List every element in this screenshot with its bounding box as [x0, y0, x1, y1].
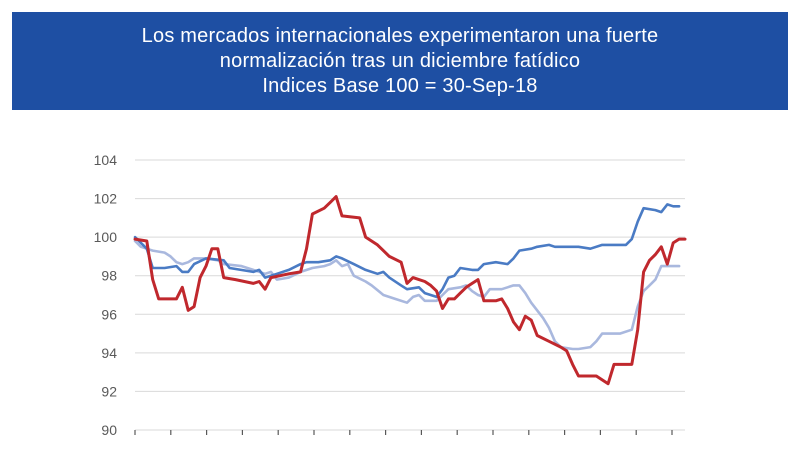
chart-area: 90 92 94 96 98 100 102 104 [0, 140, 800, 450]
line-chart: 90 92 94 96 98 100 102 104 [94, 152, 687, 438]
y-tick-label-90: 90 [101, 422, 117, 438]
series-line-2 [133, 239, 681, 351]
y-tick-label-104: 104 [94, 152, 118, 168]
y-tick-label-94: 94 [101, 345, 117, 361]
y-tick-label-98: 98 [101, 268, 117, 284]
series-line-1 [133, 203, 681, 299]
series-line-0 [133, 195, 687, 386]
y-tick-label-100: 100 [94, 229, 118, 245]
y-tick-label-102: 102 [94, 191, 118, 207]
title-line-1: Los mercados internacionales experimenta… [141, 24, 659, 47]
y-tick-label-92: 92 [101, 383, 117, 399]
title-line-2: normalización tras un diciembre fatídico [219, 49, 581, 72]
title-line-3: Indices Base 100 = 30-Sep-18 [262, 74, 538, 97]
y-tick-label-96: 96 [101, 306, 117, 322]
title-banner: Los mercados internacionales experimenta… [12, 12, 788, 110]
